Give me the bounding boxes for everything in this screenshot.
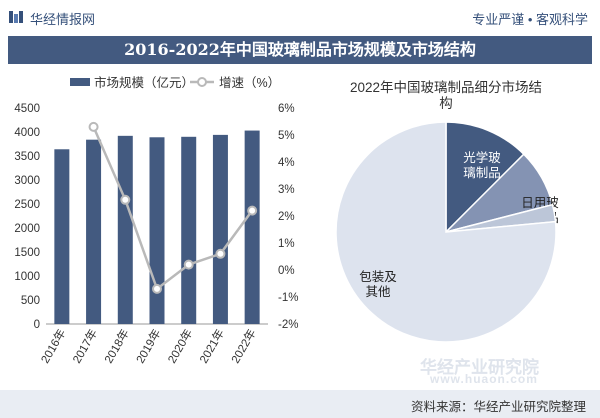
bar	[181, 136, 197, 324]
bar	[149, 137, 165, 324]
y-tick-label: 2000	[14, 223, 40, 235]
x-tick-label: 2016年	[38, 327, 69, 366]
legend-bar-swatch	[70, 78, 90, 86]
y-tick-label: 3000	[14, 175, 40, 187]
logo-icon	[9, 11, 23, 23]
footer-bar: 资料来源：华经产业研究院整理	[0, 390, 600, 418]
pie-title: 2022年中国玻璃制品细分市场结构	[350, 79, 542, 111]
x-tick-label: 2020年	[165, 327, 196, 366]
bar	[244, 130, 260, 324]
legend-bar-label: 市场规模（亿元）	[94, 75, 194, 90]
y2-tick-label: 1%	[278, 238, 295, 250]
x-tick-label: 2018年	[101, 327, 132, 366]
y2-tick-label: 5%	[278, 130, 295, 142]
header-bar: 华经情报网 专业严谨 • 客观科学	[0, 0, 600, 36]
brand-name: 华经情报网	[30, 12, 96, 27]
watermark-text: 华经产业研究院	[420, 358, 539, 377]
y-tick-label: 2500	[14, 199, 40, 211]
watermark-url: www.huaon.com	[430, 372, 538, 386]
y2-tick-label: 2%	[278, 211, 295, 223]
growth-point	[183, 259, 194, 270]
pie-label: 包装及其他	[359, 270, 397, 299]
slogan: 专业严谨 • 客观科学	[472, 12, 588, 27]
y2-tick-label: 3%	[278, 184, 295, 196]
y2-tick-label: 4%	[278, 157, 295, 169]
source-note: 资料来源：华经产业研究院整理	[410, 400, 586, 414]
bar-line-chart: 0 500 1000 1500 2000 2500 3000 3500 4000 4500 -2% -…	[14, 75, 298, 366]
y-tick-label: 500	[21, 295, 40, 307]
y-tick-label: 4500	[14, 103, 40, 115]
y2-tick-label: 0%	[278, 265, 295, 277]
y2-tick-label: -2%	[278, 319, 298, 331]
page-title: 2016-2022年中国玻璃制品市场规模及市场结构	[8, 36, 592, 64]
growth-point	[152, 283, 162, 294]
bar	[54, 149, 70, 324]
growth-line	[92, 126, 254, 291]
y-tick-label: 3500	[14, 151, 40, 163]
bar	[212, 134, 228, 324]
y-tick-label: 4000	[14, 127, 40, 139]
growth-point	[120, 194, 131, 205]
bar	[117, 135, 133, 324]
x-tick-label: 2017年	[69, 327, 100, 366]
growth-point	[215, 248, 226, 259]
growth-point	[88, 121, 99, 132]
y2-tick-label: -1%	[278, 292, 298, 304]
pie-label: 光学玻璃制品	[463, 150, 501, 180]
y-tick-label: 1500	[14, 247, 40, 259]
x-tick-label: 2019年	[133, 327, 164, 366]
legend-line-marker	[197, 77, 207, 87]
bar	[86, 139, 102, 324]
growth-point	[247, 205, 258, 216]
pie-slice	[445, 121, 525, 234]
x-tick-label: 2022年	[228, 327, 259, 366]
x-tick-label: 2021年	[196, 327, 227, 366]
y-tick-label: 0	[34, 319, 40, 331]
y-tick-label: 1000	[14, 271, 40, 283]
legend-line-label: 增速（%）	[219, 75, 280, 90]
pie-slice	[335, 121, 557, 343]
pie-chart: 2022年中国玻璃制品细分市场结构光学玻璃制品日用玻璃制品制镜及类似品包装及其他	[335, 79, 559, 343]
y2-tick-label: 6%	[278, 103, 295, 115]
